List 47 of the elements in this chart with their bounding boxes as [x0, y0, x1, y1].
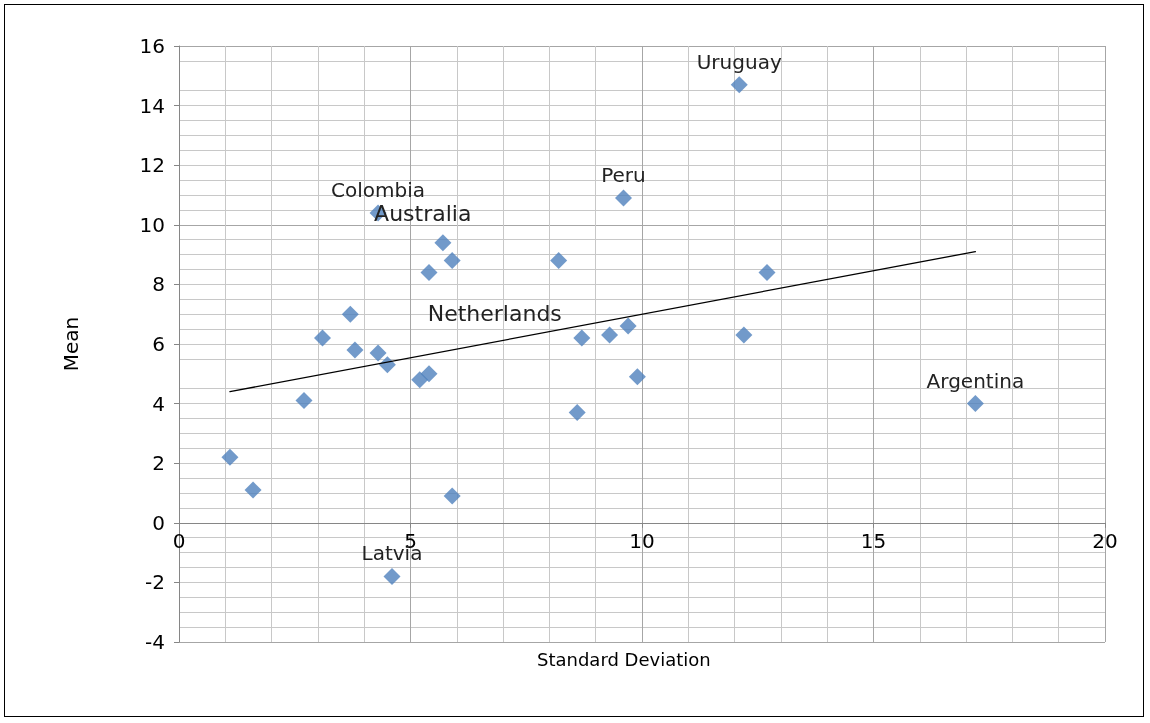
point — [730, 76, 748, 94]
point — [443, 487, 461, 505]
point — [568, 404, 586, 422]
point — [295, 392, 313, 410]
point — [735, 326, 753, 344]
annotation: Argentina — [926, 368, 1025, 393]
point — [411, 371, 429, 389]
point — [758, 263, 776, 281]
y-tick-label: 10 — [139, 212, 165, 237]
point — [573, 329, 591, 347]
y-tick-label: 2 — [152, 451, 165, 476]
x-axis-title: Standard Deviation — [537, 648, 711, 670]
y-tick-label: 14 — [139, 93, 165, 118]
y-axis-title: Mean — [59, 316, 83, 372]
x-tick-label: 15 — [860, 528, 887, 553]
point — [966, 395, 984, 413]
point — [341, 305, 359, 323]
y-tick-label: 4 — [152, 391, 165, 416]
point — [550, 252, 568, 270]
x-tick-label: 0 — [172, 528, 186, 553]
y-tick-label: 12 — [139, 153, 165, 178]
annotation: Colombia — [331, 177, 426, 202]
annotation: Uruguay — [696, 49, 782, 74]
point — [244, 481, 262, 499]
annotation: Peru — [601, 162, 646, 187]
x-tick-label: 20 — [1092, 528, 1118, 553]
y-tick-label: -2 — [145, 570, 165, 595]
point — [434, 234, 452, 252]
point — [619, 317, 637, 335]
y-tick-label: 8 — [152, 272, 165, 297]
point — [221, 448, 239, 466]
x-tick-label: 10 — [629, 528, 655, 553]
point — [420, 365, 438, 383]
annotation: Netherlands — [427, 300, 562, 326]
point — [614, 189, 632, 207]
point — [346, 341, 364, 359]
point — [369, 344, 387, 362]
y-tick-label: 0 — [152, 510, 165, 535]
y-tick-label: 16 — [139, 34, 165, 58]
point — [420, 263, 438, 281]
point — [601, 326, 619, 344]
point — [443, 252, 461, 270]
point — [314, 329, 332, 347]
point — [383, 567, 401, 585]
y-tick-label: -4 — [145, 630, 165, 654]
y-tick-label: 6 — [152, 332, 165, 356]
point — [628, 368, 646, 386]
